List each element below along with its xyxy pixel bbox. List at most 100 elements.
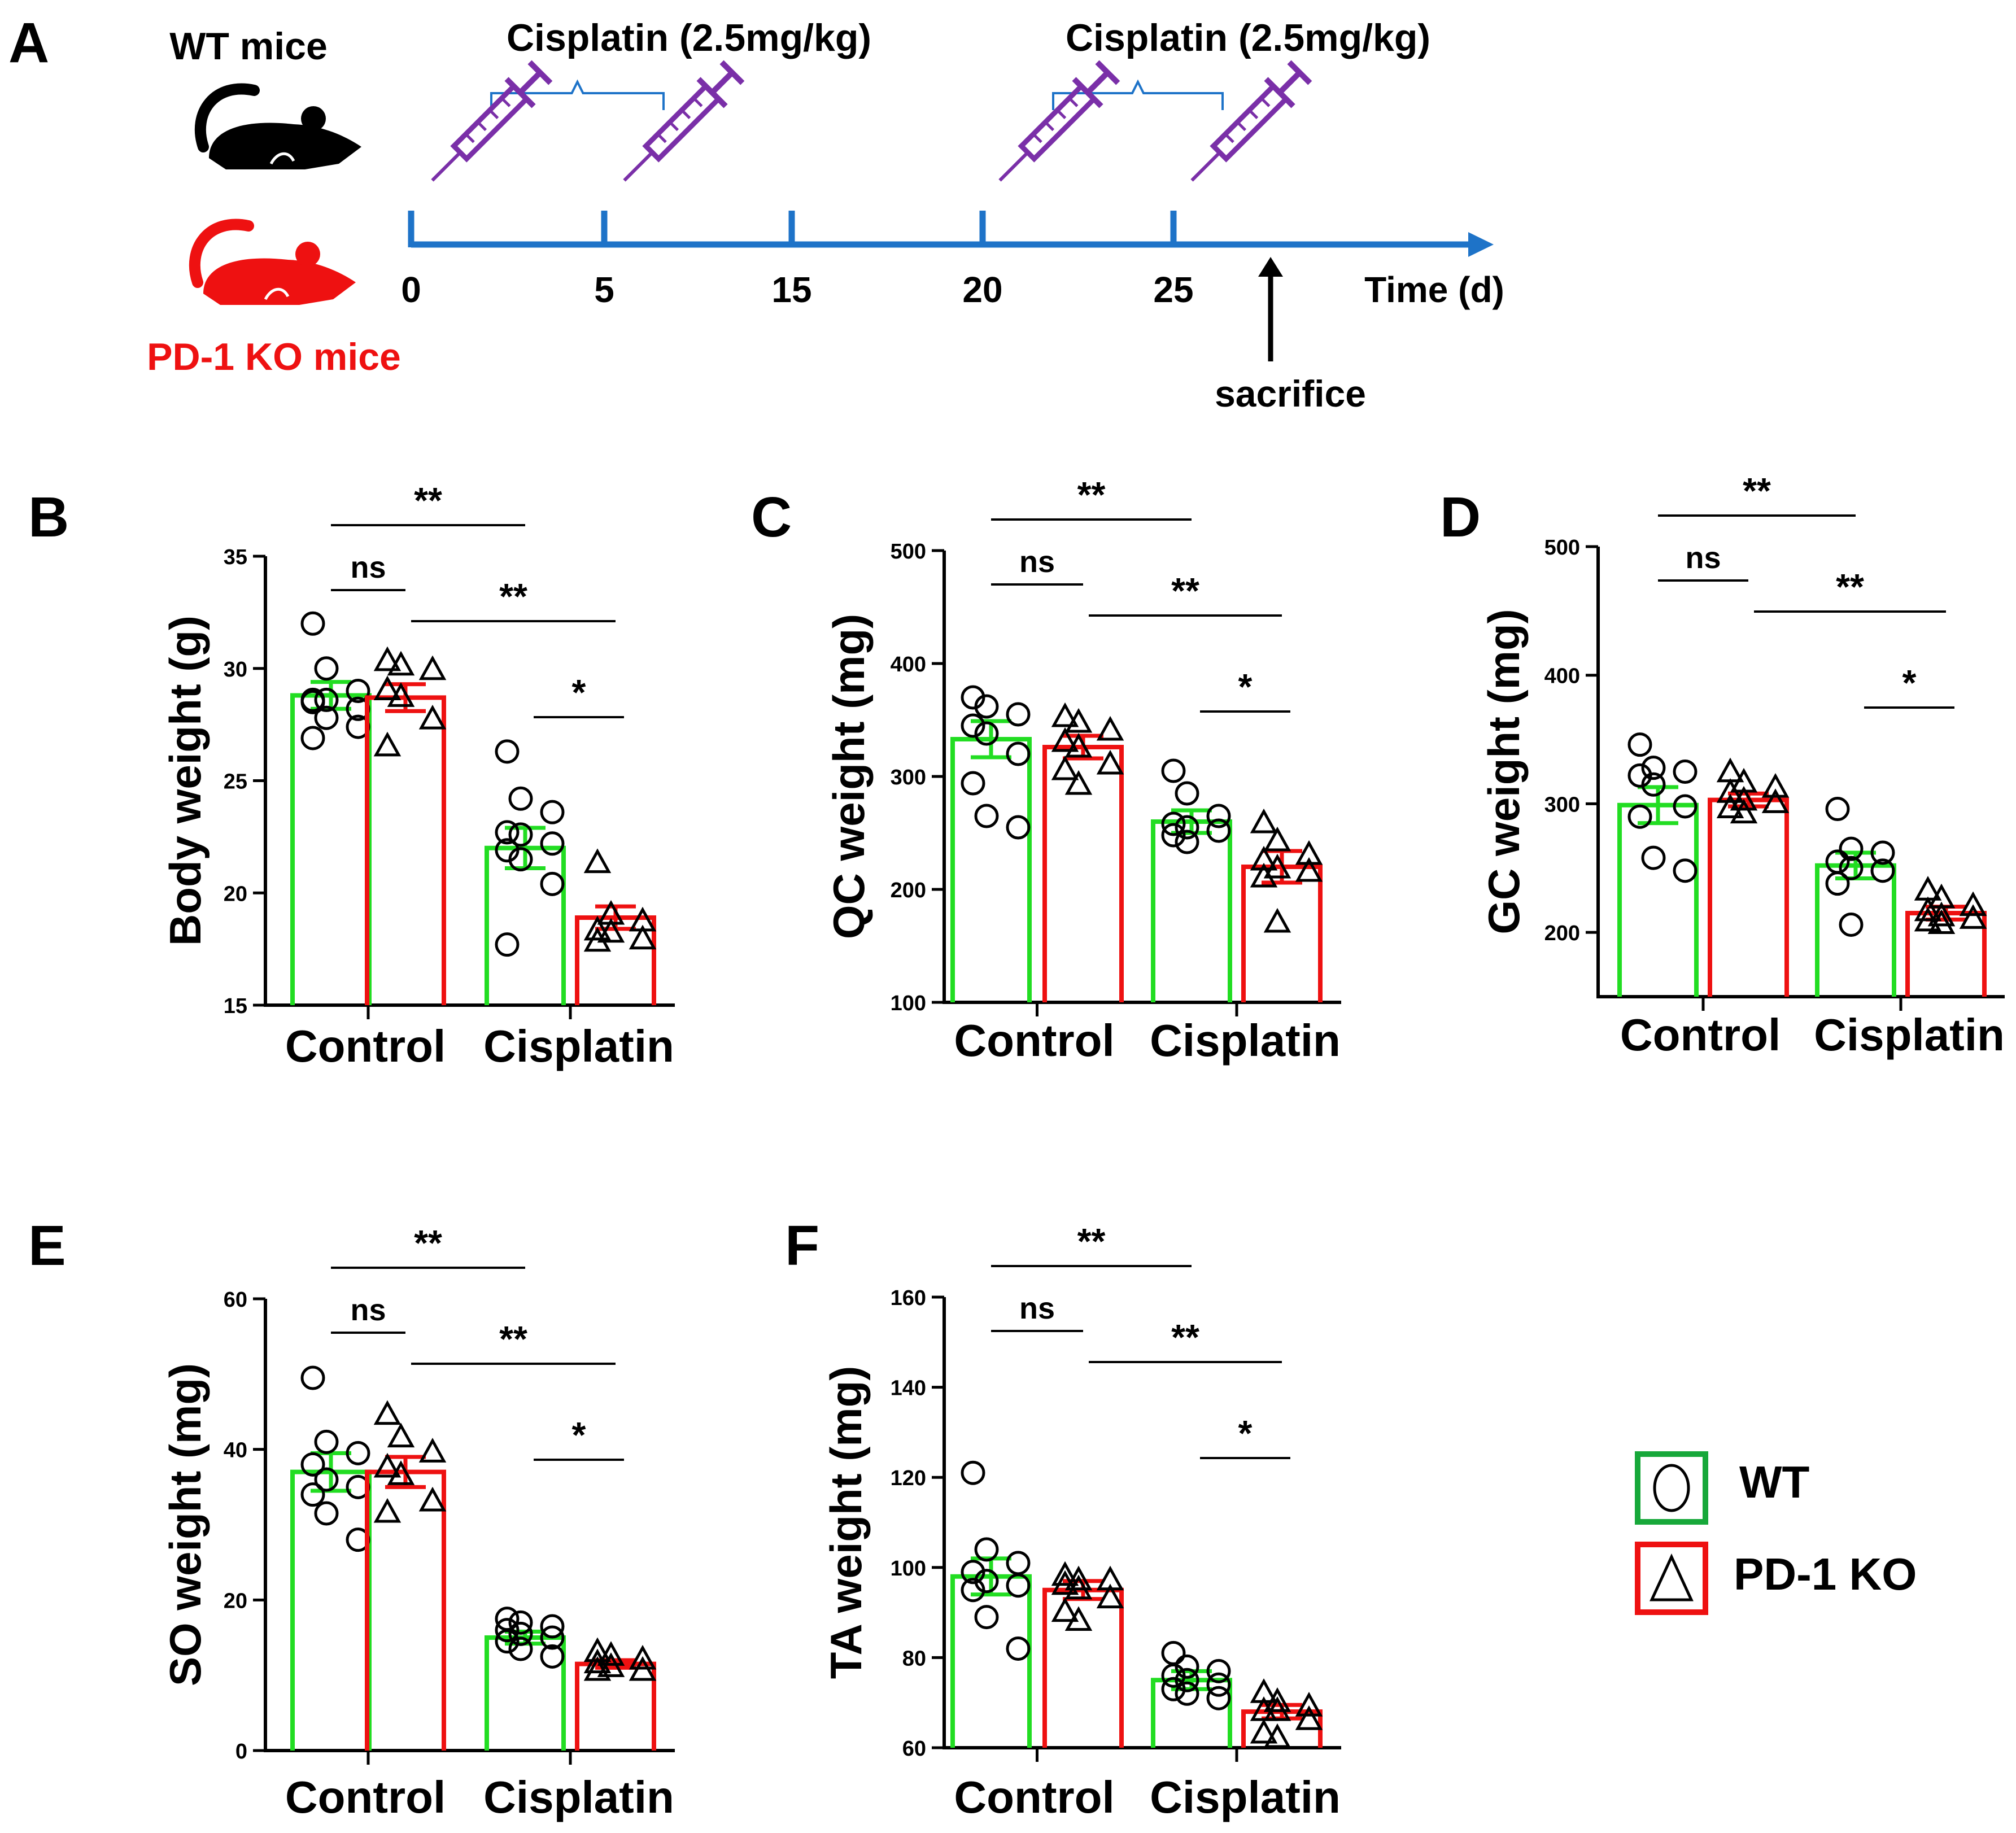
data-point-pd1-ko <box>1099 753 1122 773</box>
syringe-mark <box>1225 134 1233 142</box>
data-point-pd1-ko <box>376 1501 399 1521</box>
syringe-mark <box>1070 98 1077 106</box>
significance-label: ** <box>1171 1317 1199 1358</box>
y-axis-label: GC weight (mg) <box>1479 609 1529 934</box>
circle-icon <box>1655 1465 1688 1511</box>
legend: WT PD-1 KO <box>1638 1454 1917 1612</box>
data-point-wt <box>1176 1683 1198 1704</box>
bar-pd1-ko <box>367 1472 444 1751</box>
bar-wt <box>1153 822 1230 1002</box>
panel-letter: F <box>785 1214 819 1277</box>
data-point-wt <box>1674 761 1696 783</box>
significance-label: ** <box>414 1223 442 1263</box>
syringe-barrel <box>1214 86 1286 159</box>
y-tick-label: 100 <box>891 992 926 1015</box>
data-point-wt <box>1163 1642 1184 1664</box>
data-point-wt <box>316 1431 337 1452</box>
data-point-wt <box>976 1607 997 1628</box>
y-tick-label: 20 <box>224 1589 247 1613</box>
bar-wt <box>953 1577 1029 1748</box>
data-point-wt <box>1007 1552 1029 1574</box>
data-point-wt <box>1827 798 1848 820</box>
x-category-label: Cisplatin <box>1150 1015 1341 1066</box>
x-category-label: Control <box>285 1021 446 1071</box>
data-point-wt <box>496 741 518 762</box>
y-tick-label: 500 <box>891 540 926 564</box>
y-axis-label: QC weight (mg) <box>824 614 874 939</box>
data-point-wt <box>962 773 984 794</box>
cisplatin-label: Cisplatin (2.5mg/kg) <box>507 16 871 59</box>
data-point-wt <box>1674 860 1696 881</box>
syringe-needle <box>433 152 460 180</box>
y-tick-label: 0 <box>235 1740 247 1764</box>
data-point-wt <box>1176 783 1198 804</box>
significance-label: ** <box>1171 570 1199 611</box>
significance-label: ns <box>350 551 386 584</box>
data-point-pd1-ko <box>1719 761 1742 781</box>
data-point-wt <box>542 873 563 894</box>
data-point-wt <box>496 934 518 955</box>
data-point-wt <box>302 1367 324 1389</box>
panel-f-ta-weight: F6080100120140160TA weight (mg)Control Ci… <box>785 1214 1341 1822</box>
timeline-tick-label: 0 <box>401 269 421 310</box>
syringe-mark <box>658 134 666 142</box>
significance-label: * <box>572 672 586 713</box>
panel-letter: C <box>751 486 792 549</box>
data-point-wt <box>302 613 324 634</box>
data-point-pd1-ko <box>1054 758 1076 779</box>
syringe-needle <box>1000 152 1028 180</box>
bar-wt <box>293 1472 369 1751</box>
syringe-mark <box>466 134 474 142</box>
y-tick-label: 40 <box>224 1439 247 1463</box>
syringe-needle <box>625 152 652 180</box>
data-point-pd1-ko <box>1253 811 1275 832</box>
data-point-wt <box>1007 743 1029 765</box>
y-tick-label: 400 <box>1544 665 1580 688</box>
data-point-pd1-ko <box>376 1403 399 1424</box>
y-axis-label: SO weight (mg) <box>160 1363 210 1686</box>
timeline-tick-label: 25 <box>1153 269 1193 310</box>
significance-label: * <box>1902 662 1917 703</box>
data-point-wt <box>1840 914 1862 935</box>
syringe-mark <box>490 110 498 118</box>
timeline-axis: 0 5 15 20 25 Time (d)sacrificeCisplatin (2.5m… <box>401 16 1504 414</box>
timeline-tick-label: 5 <box>594 269 614 310</box>
data-point-wt <box>1643 847 1664 869</box>
panel-e-so-weight: E0204060SO weight (mg)Control Cisplatin**… <box>28 1214 675 1822</box>
data-point-wt <box>962 1462 984 1483</box>
bar-wt <box>1620 805 1696 997</box>
x-category-label: Control <box>285 1772 446 1822</box>
panel-letter: E <box>28 1214 66 1277</box>
sacrifice-label: sacrifice <box>1215 373 1366 414</box>
data-point-wt <box>1629 734 1651 756</box>
y-tick-label: 300 <box>891 766 926 789</box>
syringe-mark <box>1045 122 1053 130</box>
syringe-plunger <box>712 73 732 93</box>
y-tick-label: 30 <box>224 658 247 682</box>
significance-label: ns <box>1019 1291 1055 1325</box>
y-tick-label: 500 <box>1544 536 1580 560</box>
syringe-mark <box>1033 134 1041 142</box>
significance-label: ** <box>1077 474 1106 515</box>
significance-label: ns <box>1685 541 1721 575</box>
legend-ko-label: PD-1 KO <box>1734 1549 1917 1599</box>
data-point-pd1-ko <box>421 1490 444 1510</box>
syringe-mark <box>1057 110 1065 118</box>
y-tick-label: 35 <box>224 545 247 569</box>
syringe-mark <box>682 110 690 118</box>
y-tick-label: 160 <box>891 1286 926 1310</box>
data-point-pd1-ko <box>586 852 609 872</box>
data-point-pd1-ko <box>390 1426 412 1446</box>
y-tick-label: 200 <box>1544 922 1580 945</box>
ko-mice-label: PD-1 KO mice <box>147 335 401 378</box>
y-tick-label: 20 <box>224 882 247 906</box>
data-point-wt <box>510 788 531 809</box>
y-tick-label: 140 <box>891 1377 926 1400</box>
syringe-mark <box>1262 98 1269 106</box>
panel-a-timeline: A WT mice PD-1 KO mice 0 5 15 20 25 Time (d)s… <box>8 11 1504 414</box>
y-tick-label: 60 <box>902 1737 926 1761</box>
data-point-wt <box>542 801 563 823</box>
significance-label: * <box>1238 666 1253 707</box>
significance-label: * <box>572 1415 586 1455</box>
panel-letter-a: A <box>8 11 49 75</box>
